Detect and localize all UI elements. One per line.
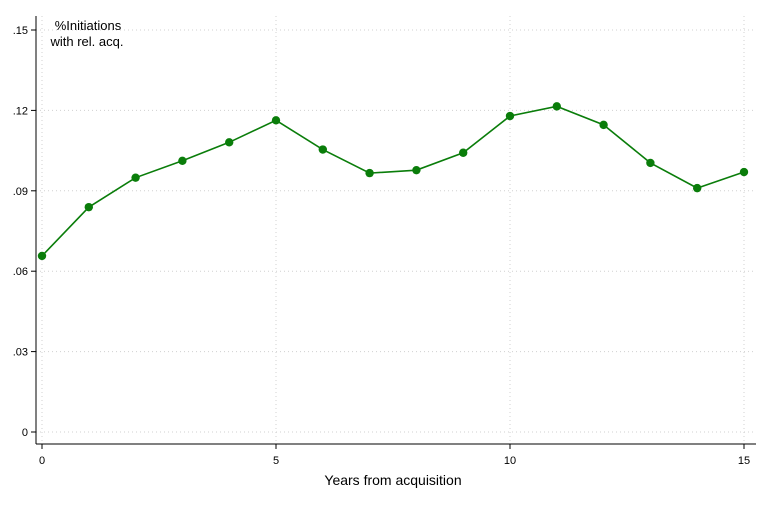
- data-point: [459, 148, 468, 157]
- data-point: [225, 138, 234, 147]
- x-axis-title: Years from acquisition: [324, 472, 461, 488]
- axes: [35, 16, 756, 445]
- y-tick-label: .03: [13, 347, 28, 359]
- x-tick-label: 15: [738, 455, 750, 467]
- series-line: [41, 105, 745, 257]
- y-tick-label: .09: [13, 186, 28, 198]
- data-point: [646, 158, 655, 168]
- data-point: [318, 145, 327, 154]
- y-tick-label: .06: [13, 266, 28, 278]
- series: [37, 102, 749, 261]
- data-point: [178, 156, 187, 165]
- data-point: [505, 111, 515, 121]
- data-point: [412, 165, 421, 175]
- data-point: [365, 168, 374, 178]
- data-point: [739, 167, 749, 177]
- data-point: [131, 173, 140, 182]
- y-tick-label: .15: [13, 25, 28, 37]
- data-point: [599, 120, 608, 130]
- y-axis-title-line-2: with rel. acq.: [50, 34, 124, 49]
- data-point: [37, 251, 47, 261]
- data-point: [693, 183, 702, 193]
- y-axis-title-line-1: %Initiations: [55, 18, 122, 33]
- x-axis-ticks: 0 5 10 15: [39, 444, 750, 467]
- x-tick-label: 5: [273, 455, 279, 467]
- x-tick-label: 0: [39, 455, 45, 467]
- data-point: [271, 116, 281, 125]
- data-point: [552, 102, 561, 111]
- x-tick-label: 10: [504, 455, 516, 467]
- y-tick-label: 0: [22, 427, 28, 439]
- grid-lines: [36, 16, 756, 444]
- y-axis-ticks: 0 .03 .06 .09 .12 .15: [13, 25, 36, 439]
- data-point: [84, 202, 94, 212]
- y-tick-label: .12: [13, 105, 28, 117]
- y-axis-title: %Initiations with rel. acq.: [50, 18, 124, 49]
